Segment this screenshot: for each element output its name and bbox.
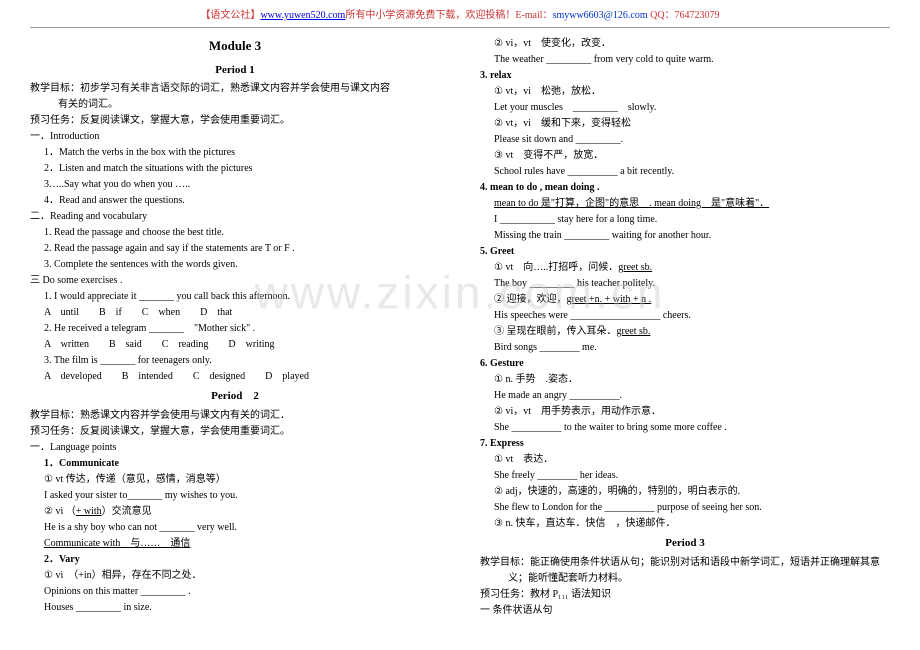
list-item: 2. Read the passage again and say if the… [30,241,440,256]
section-heading: 一．Introduction [30,129,440,144]
point-line: School rules have __________ a bit recen… [480,164,890,179]
point-line: Opinions on this matter _________ . [30,584,440,599]
list-item: 3…..Say what you do when you ….. [30,177,440,192]
exercise-options: A developed B intended C designed D play… [30,369,440,384]
point-line: ① vt 表达． [480,452,890,467]
module-title: Module 3 [30,36,440,56]
goal-line: 教学目标：初步学习有关非言语交际的词汇，熟悉课文内容并学会使用与课文内容 [30,81,440,96]
list-item: 3. Complete the sentences with the words… [30,257,440,272]
left-column: Module 3 Period 1 教学目标：初步学习有关非言语交际的词汇，熟悉… [30,36,440,619]
email-text: smyww6603@126.com [553,10,648,21]
point-line: He is a shy boy who can not _______ very… [30,520,440,535]
period3-heading: Period 3 [480,535,890,552]
site-url[interactable]: www.yuwen520.com [260,10,345,21]
point-title: 3. relax [480,68,890,83]
goal-line: 教学目标：熟悉课文内容并学会使用与课文内有关的词汇． [30,408,440,423]
list-item: 1. Read the passage and choose the best … [30,225,440,240]
point-line: She flew to London for the __________ pu… [480,500,890,515]
period1-heading: Period 1 [30,62,440,79]
exercise-options: A written B said C reading D writing [30,337,440,352]
point-line: Missing the train _________ waiting for … [480,228,890,243]
list-item: 2．Listen and match the situations with t… [30,161,440,176]
exercise-options: A until B if C when D that [30,305,440,320]
page-header: 【语文公社】www.yuwen520.com所有中小学资源免费下载，欢迎投稿！E… [30,0,890,28]
exercise-line: 3. The film is _______ for teenagers onl… [30,353,440,368]
point-line: ② vi，vt 使变化，改变． [480,36,890,51]
qq-text: QQ：764723079 [648,10,720,21]
list-item: 1．Match the verbs in the box with the pi… [30,145,440,160]
list-item: 4．Read and answer the questions. [30,193,440,208]
point-title: 4. mean to do , mean doing . [480,180,890,195]
point-title: 1．Communicate [30,456,440,471]
point-line: ② vt，vi 缓和下来，变得轻松 [480,116,890,131]
exercise-line: 2. He received a telegram _______ "Mothe… [30,321,440,336]
point-line: I ___________ stay here for a long time. [480,212,890,227]
point-title: 5. Greet [480,244,890,259]
point-line: Houses _________ in size. [30,600,440,615]
point-line: Communicate with 与…… 通信 [30,536,440,551]
brand-text: 【语文公社】 [200,10,260,21]
goal-line: 有关的词汇。 [30,97,440,112]
point-line: ③ n. 快车，直达车．快信 ，快递邮件． [480,516,890,531]
point-line: ② vi，vt 用手势表示，用动作示意． [480,404,890,419]
point-line: ③ vt 变得不严，放宽． [480,148,890,163]
section-heading: 三 Do some exercises . [30,273,440,288]
point-line: ② 迎接，欢迎，greet +n. + with + n . [480,292,890,307]
period2-heading: Period 2 [30,388,440,405]
point-line: The boy _________ his teacher politely. [480,276,890,291]
point-line: ① vi （+in）相异，存在不同之处． [30,568,440,583]
point-line: mean to do 是"打算，企图"的意思 . mean doing 是"意味… [480,196,890,211]
point-line: I asked your sister to_______ my wishes … [30,488,440,503]
pretask-line: 预习任务：反复阅读课文，掌握大意，学会使用重要词汇。 [30,424,440,439]
section-heading: 一 条件状语从句 [480,603,890,618]
header-text-2: 所有中小学资源免费下载，欢迎投稿！E-mail： [345,10,552,21]
point-line: ③ 呈现在眼前，传入耳朵．greet sb. [480,324,890,339]
point-title: 2．Vary [30,552,440,567]
point-line: ① n. 手势 .姿态． [480,372,890,387]
point-line: ① vt 传达，传递（意见，感情，消息等） [30,472,440,487]
point-line: She freely ________ her ideas. [480,468,890,483]
content-area: Module 3 Period 1 教学目标：初步学习有关非言语交际的词汇，熟悉… [0,28,920,619]
exercise-line: 1. I would appreciate it _______ you cal… [30,289,440,304]
point-line: Let your muscles _________ slowly. [480,100,890,115]
point-line: ② adj，快速的，高速的，明确的，特别的，明白表示的. [480,484,890,499]
section-heading: 二．Reading and vocabulary [30,209,440,224]
point-line: ① vt，vi 松弛，放松． [480,84,890,99]
pretask-line: 预习任务：教材 P₁₁₁ 语法知识 [480,587,890,602]
point-line: He made an angry __________. [480,388,890,403]
goal-line: 教学目标：能正确使用条件状语从句；能识别对话和语段中新学词汇，短语并正确理解其意 [480,555,890,570]
point-title: 6. Gesture [480,356,890,371]
point-line: ① vt 向…..打招呼，问候．greet sb. [480,260,890,275]
goal-line: 义；能听懂配套听力材料。 [480,571,890,586]
point-line: She __________ to the waiter to bring so… [480,420,890,435]
point-line: Bird songs ________ me. [480,340,890,355]
point-title: 7. Express [480,436,890,451]
lp-heading: 一．Language points [30,440,440,455]
pretask-line: 预习任务：反复阅读课文，掌握大意，学会使用重要词汇。 [30,113,440,128]
point-line: Please sit down and _________. [480,132,890,147]
point-line: ② vi （+ with）交流意见 [30,504,440,519]
point-line: The weather _________ from very cold to … [480,52,890,67]
point-line: His speeches were __________________ che… [480,308,890,323]
right-column: ② vi，vt 使变化，改变． The weather _________ fr… [480,36,890,619]
